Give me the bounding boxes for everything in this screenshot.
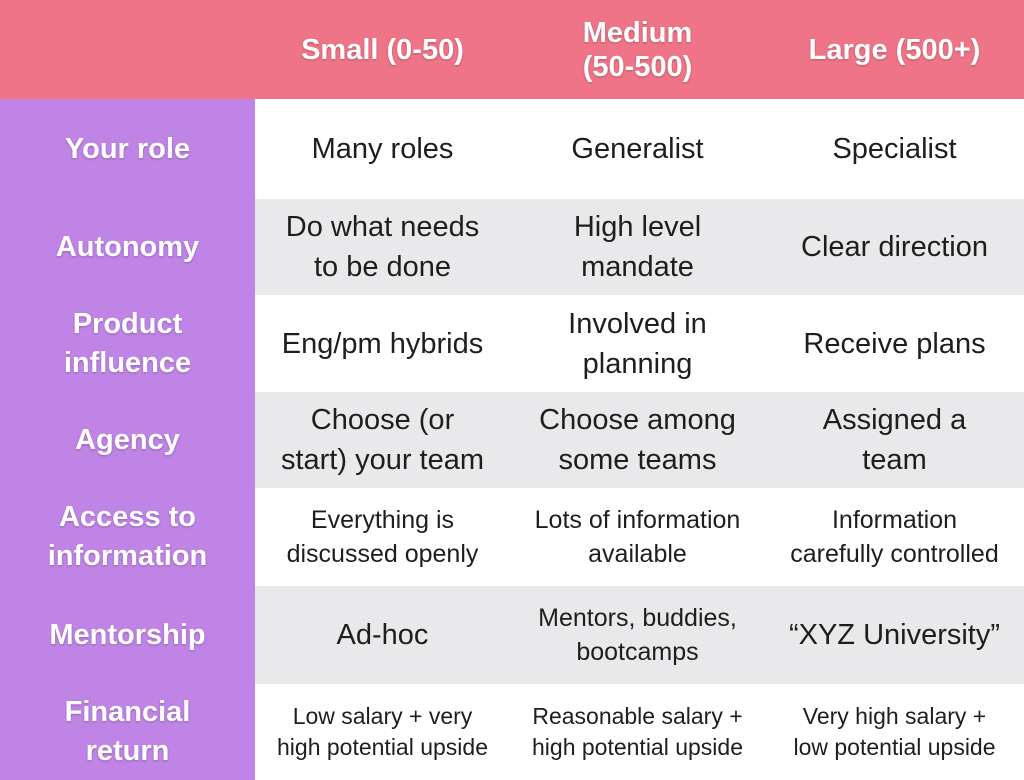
table-cell: Involved in planning bbox=[510, 295, 765, 392]
table-cell: Lots of information available bbox=[510, 488, 765, 586]
table-cell: “XYZ University” bbox=[765, 586, 1024, 684]
row-header-agency: Agency bbox=[0, 392, 255, 488]
table-cell: Choose among some teams bbox=[510, 392, 765, 488]
table-cell: High level mandate bbox=[510, 199, 765, 295]
table-cell: Receive plans bbox=[765, 295, 1024, 392]
row-header-product-influence: Product influence bbox=[0, 295, 255, 392]
table-cell: Very high salary + low potential upside bbox=[765, 684, 1024, 780]
table-cell: Do what needs to be done bbox=[255, 199, 510, 295]
row-header-access-to-information: Access to information bbox=[0, 488, 255, 586]
table-cell: Eng/pm hybrids bbox=[255, 295, 510, 392]
table-cell: Generalist bbox=[510, 99, 765, 199]
table-cell: Many roles bbox=[255, 99, 510, 199]
table-cell: Information carefully controlled bbox=[765, 488, 1024, 586]
row-header-autonomy: Autonomy bbox=[0, 199, 255, 295]
table-cell: Assigned a team bbox=[765, 392, 1024, 488]
row-header-your-role: Your role bbox=[0, 99, 255, 199]
table-cell: Specialist bbox=[765, 99, 1024, 199]
table-cell: Mentors, buddies, bootcamps bbox=[510, 586, 765, 684]
table-cell: Everything is discussed openly bbox=[255, 488, 510, 586]
column-header-small: Small (0-50) bbox=[255, 0, 510, 99]
row-header-mentorship: Mentorship bbox=[0, 586, 255, 684]
column-header-label: Small (0-50) bbox=[301, 33, 464, 66]
table-cell: Low salary + very high potential upside bbox=[255, 684, 510, 780]
column-header-medium: Medium (50-500) bbox=[510, 0, 765, 99]
table-cell: Clear direction bbox=[765, 199, 1024, 295]
column-header-label: Large (500+) bbox=[808, 33, 981, 66]
table-cell: Ad-hoc bbox=[255, 586, 510, 684]
row-header-financial-return: Financial return bbox=[0, 684, 255, 780]
column-header-large: Large (500+) bbox=[765, 0, 1024, 99]
table-corner bbox=[0, 0, 255, 99]
table-cell: Reasonable salary + high potential upsid… bbox=[510, 684, 765, 780]
column-header-label: Medium (50-500) bbox=[582, 16, 693, 83]
table-cell: Choose (or start) your team bbox=[255, 392, 510, 488]
